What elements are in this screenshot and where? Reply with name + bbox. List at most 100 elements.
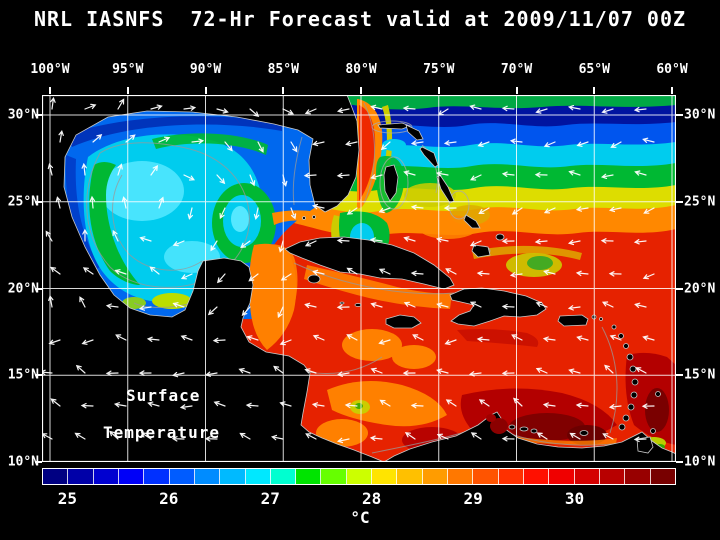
vector-arrow [633,106,647,113]
vector-arrow [105,303,119,309]
colorbar-segment [270,469,297,484]
coastal-water-details [486,414,508,434]
vector-arrow [370,367,383,374]
vector-arrow [535,301,548,308]
vector-arrow [633,436,647,443]
colorbar-segment [549,469,575,484]
vector-arrow [149,266,160,275]
vector-arrow [216,174,226,185]
vector-arrow [219,207,226,220]
colorbar-segment [194,469,221,484]
vector-arrow [575,402,589,409]
vector-arrow [279,339,292,346]
vector-arrow [410,140,424,146]
axis-tick [35,200,42,203]
vector-arrow [435,171,449,177]
vector-arrow [257,141,264,153]
colorbar-segment [68,469,94,484]
colorbar-segment [220,469,246,484]
vector-arrow [212,337,226,344]
vector-arrow [79,296,86,308]
vector-arrow [80,402,94,409]
vector-arrow [476,336,490,343]
vector-arrow [402,370,416,376]
vector-arrow [270,434,284,441]
vector-arrow [113,402,127,408]
vector-arrow [576,335,589,341]
vector-arrow [55,196,61,209]
vector-arrow [476,270,490,277]
axis-tick [676,200,683,203]
axis-tick [676,374,683,377]
lat-tick-label: 30°N [684,107,716,123]
vector-arrow [336,437,350,444]
vector-arrow [346,334,358,341]
vector-arrow [304,302,317,309]
colorbar-segment [144,469,170,484]
vector-arrow [575,270,589,277]
vector-arrow [89,195,96,209]
vector-arrow [273,365,284,374]
vector-arrow [50,96,56,110]
vector-arrow [478,399,490,407]
colorbar-segment [448,469,474,484]
vector-arrow [336,304,350,310]
colorbar-unit: °C [350,508,370,527]
vector-arrow [437,108,449,116]
colorbar-segment [372,469,398,484]
vector-arrow [543,207,556,214]
plot-title: NRL IASNFS 72-Hr Forecast valid at 2009/… [33,7,687,31]
vector-arrow [305,433,317,440]
vector-arrow [304,240,317,247]
vector-arrow [610,141,622,148]
jamaica [385,314,422,329]
colorbar-segment [321,469,347,484]
colorbar-tick-label: 25 [57,489,77,508]
mainland-americas [42,95,676,462]
vector-arrow [282,174,288,187]
vector-arrow [117,98,125,110]
vector-arrow [109,430,119,440]
lon-tick-label: 90°W [189,62,222,77]
vector-arrow [238,368,251,374]
axis-tick [49,87,51,94]
vector-arrow [117,163,123,176]
axis-tick [515,87,518,94]
vector-arrow [290,141,298,153]
vector-arrow [608,271,622,277]
colorbar-segment [245,469,271,484]
colorbar-segment [346,469,373,484]
vector-arrow [536,432,548,440]
vector-arrow [158,136,171,143]
vector-arrow [509,138,523,144]
vector-arrow [121,196,128,209]
vector-arrow [470,432,482,440]
map-canvas [42,95,676,462]
vector-arrow [477,141,490,147]
vector-arrow [146,336,160,342]
vector-arrow [147,401,160,407]
vector-arrow [204,436,218,442]
vector-arrow [609,334,622,341]
vector-arrow [370,174,383,180]
vector-arrow [642,273,655,280]
vector-arrow [303,172,317,179]
vector-arrow [512,397,523,407]
vector-arrow [280,273,292,281]
colorbar-segment [599,469,626,484]
vector-arrow [312,334,325,341]
lon-tick-label: 75°W [423,62,455,77]
vector-arrow [239,432,251,440]
vector-arrow [576,141,589,147]
vector-arrow [535,108,548,114]
vector-arrow [246,335,259,341]
vector-arrow [601,108,614,114]
colorbar [42,468,676,485]
vector-arrow [369,435,383,441]
vector-arrow [183,174,196,181]
vector-arrow [403,301,416,308]
vector-arrow [404,432,416,440]
colorbar-segment [422,469,448,484]
vector-arrow [224,141,233,152]
vector-arrow [601,301,614,308]
